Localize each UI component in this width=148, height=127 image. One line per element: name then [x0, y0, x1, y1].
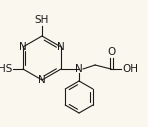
- Text: N: N: [38, 75, 46, 85]
- Text: OH: OH: [122, 64, 138, 74]
- Text: N: N: [75, 64, 83, 74]
- Text: SH: SH: [35, 15, 49, 25]
- Text: N: N: [57, 42, 65, 52]
- Text: N: N: [19, 42, 27, 52]
- Text: O: O: [107, 47, 115, 57]
- Text: HS: HS: [0, 64, 12, 74]
